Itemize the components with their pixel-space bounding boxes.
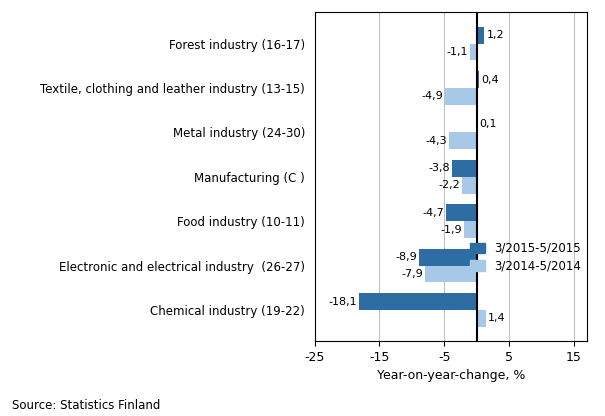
Text: -18,1: -18,1 — [329, 297, 358, 307]
Text: 0,1: 0,1 — [479, 119, 497, 129]
Text: 1,4: 1,4 — [488, 314, 505, 324]
Bar — [446, 204, 477, 221]
Bar — [359, 293, 477, 310]
Bar — [419, 249, 477, 266]
Text: Source: Statistics Finland: Source: Statistics Finland — [12, 399, 160, 412]
Text: 1,2: 1,2 — [486, 30, 504, 40]
Legend: 3/2015-5/2015, 3/2014-5/2014: 3/2015-5/2015, 3/2014-5/2014 — [471, 242, 581, 272]
Text: -7,9: -7,9 — [402, 269, 424, 279]
Text: -3,8: -3,8 — [428, 163, 450, 173]
Bar — [477, 27, 485, 44]
Text: 0,4: 0,4 — [481, 74, 499, 84]
Bar — [452, 160, 477, 177]
Text: -4,7: -4,7 — [422, 208, 444, 218]
Text: -1,1: -1,1 — [446, 47, 468, 57]
Bar — [462, 177, 477, 194]
Text: -4,3: -4,3 — [425, 136, 447, 146]
Bar — [477, 71, 479, 88]
Bar — [445, 88, 477, 105]
Bar — [469, 44, 477, 60]
Bar — [465, 221, 477, 238]
Text: -2,2: -2,2 — [439, 180, 460, 190]
Bar — [425, 266, 477, 282]
Text: -1,9: -1,9 — [441, 225, 462, 235]
Text: -8,9: -8,9 — [395, 252, 417, 262]
X-axis label: Year-on-year-change, %: Year-on-year-change, % — [376, 369, 525, 382]
Bar — [477, 310, 486, 327]
Bar — [449, 132, 477, 149]
Text: -4,9: -4,9 — [421, 92, 443, 102]
